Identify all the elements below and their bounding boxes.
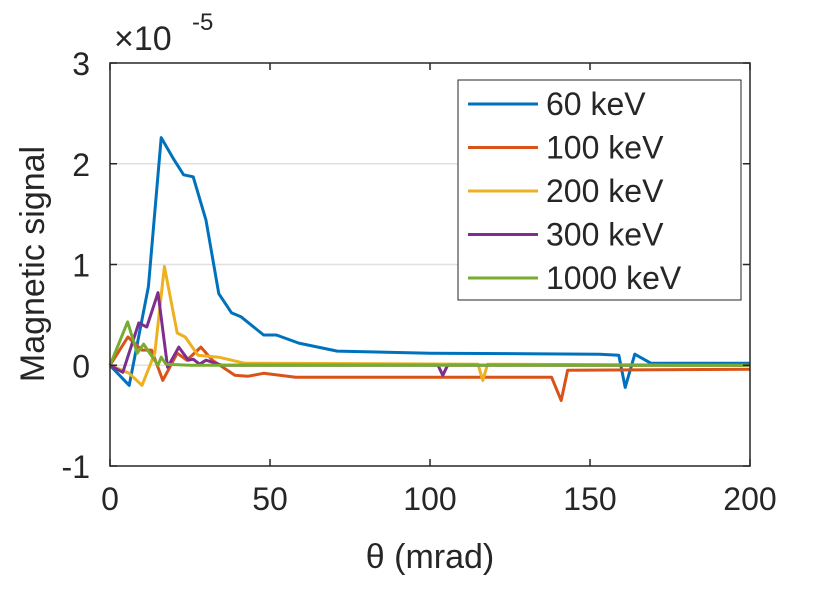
x-tick-label: 100 [403,481,456,517]
x-tick-label: 200 [723,481,776,517]
legend-entry: 60 keV [546,86,646,122]
series-line-300-kev [109,291,750,377]
x-tick-label: 50 [252,481,288,517]
legend-entry: 300 keV [546,217,664,253]
x-tick-label: 0 [101,481,119,517]
y-tick-label: 2 [72,147,90,183]
legend-entry: 100 keV [546,130,664,166]
y-exponent-label: ×10 [114,20,172,58]
legend-entry: 200 keV [546,173,664,209]
series-line-200-kev [109,265,751,387]
y-tick-label: -1 [62,449,90,485]
x-axis-label: θ (mrad) [366,538,494,576]
y-axis-label: Magnetic signal [14,146,52,382]
x-tick-label: 150 [563,481,616,517]
legend: 60 keV 100 keV 200 keV 300 keV 1000 keV [457,79,742,301]
y-tick-label: 1 [72,248,90,284]
y-exponent: -5 [192,9,213,36]
legend-entry: 1000 keV [546,260,682,296]
ticks: -1 0 1 2 3 0 50 100 150 200 [62,46,777,517]
series-lines [108,136,751,402]
y-tick-label: 0 [72,348,90,384]
series-line-100-kev [108,335,751,402]
y-tick-label: 3 [72,46,90,82]
series-line-1000-kev [108,320,750,367]
